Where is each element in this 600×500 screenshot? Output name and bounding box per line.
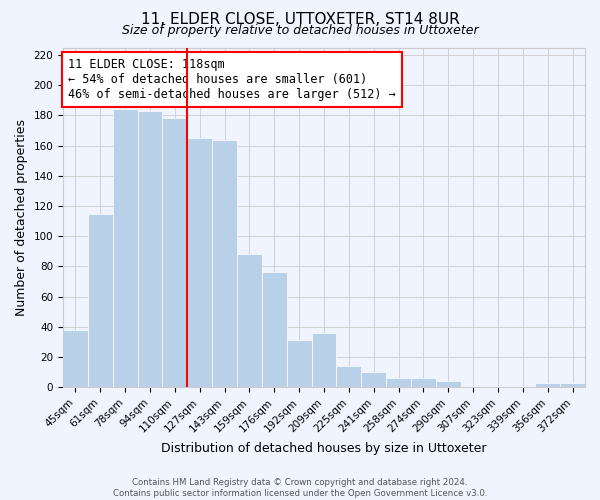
X-axis label: Distribution of detached houses by size in Uttoxeter: Distribution of detached houses by size … xyxy=(161,442,487,455)
Y-axis label: Number of detached properties: Number of detached properties xyxy=(15,119,28,316)
Bar xyxy=(436,381,461,387)
Bar xyxy=(212,140,237,387)
Bar xyxy=(63,330,88,387)
Bar xyxy=(262,272,287,387)
Bar xyxy=(361,372,386,387)
Bar xyxy=(485,386,511,387)
Bar xyxy=(187,138,212,387)
Text: 11 ELDER CLOSE: 118sqm
← 54% of detached houses are smaller (601)
46% of semi-de: 11 ELDER CLOSE: 118sqm ← 54% of detached… xyxy=(68,58,396,100)
Text: Size of property relative to detached houses in Uttoxeter: Size of property relative to detached ho… xyxy=(122,24,478,37)
Bar xyxy=(287,340,311,387)
Bar xyxy=(411,378,436,387)
Bar xyxy=(163,118,187,387)
Text: 11, ELDER CLOSE, UTTOXETER, ST14 8UR: 11, ELDER CLOSE, UTTOXETER, ST14 8UR xyxy=(140,12,460,28)
Bar xyxy=(461,386,485,387)
Bar xyxy=(237,254,262,387)
Bar xyxy=(337,366,361,387)
Text: Contains HM Land Registry data © Crown copyright and database right 2024.
Contai: Contains HM Land Registry data © Crown c… xyxy=(113,478,487,498)
Bar xyxy=(535,382,560,387)
Bar xyxy=(560,382,585,387)
Bar xyxy=(113,110,137,387)
Bar xyxy=(88,214,113,387)
Bar xyxy=(311,333,337,387)
Bar xyxy=(137,111,163,387)
Bar xyxy=(386,378,411,387)
